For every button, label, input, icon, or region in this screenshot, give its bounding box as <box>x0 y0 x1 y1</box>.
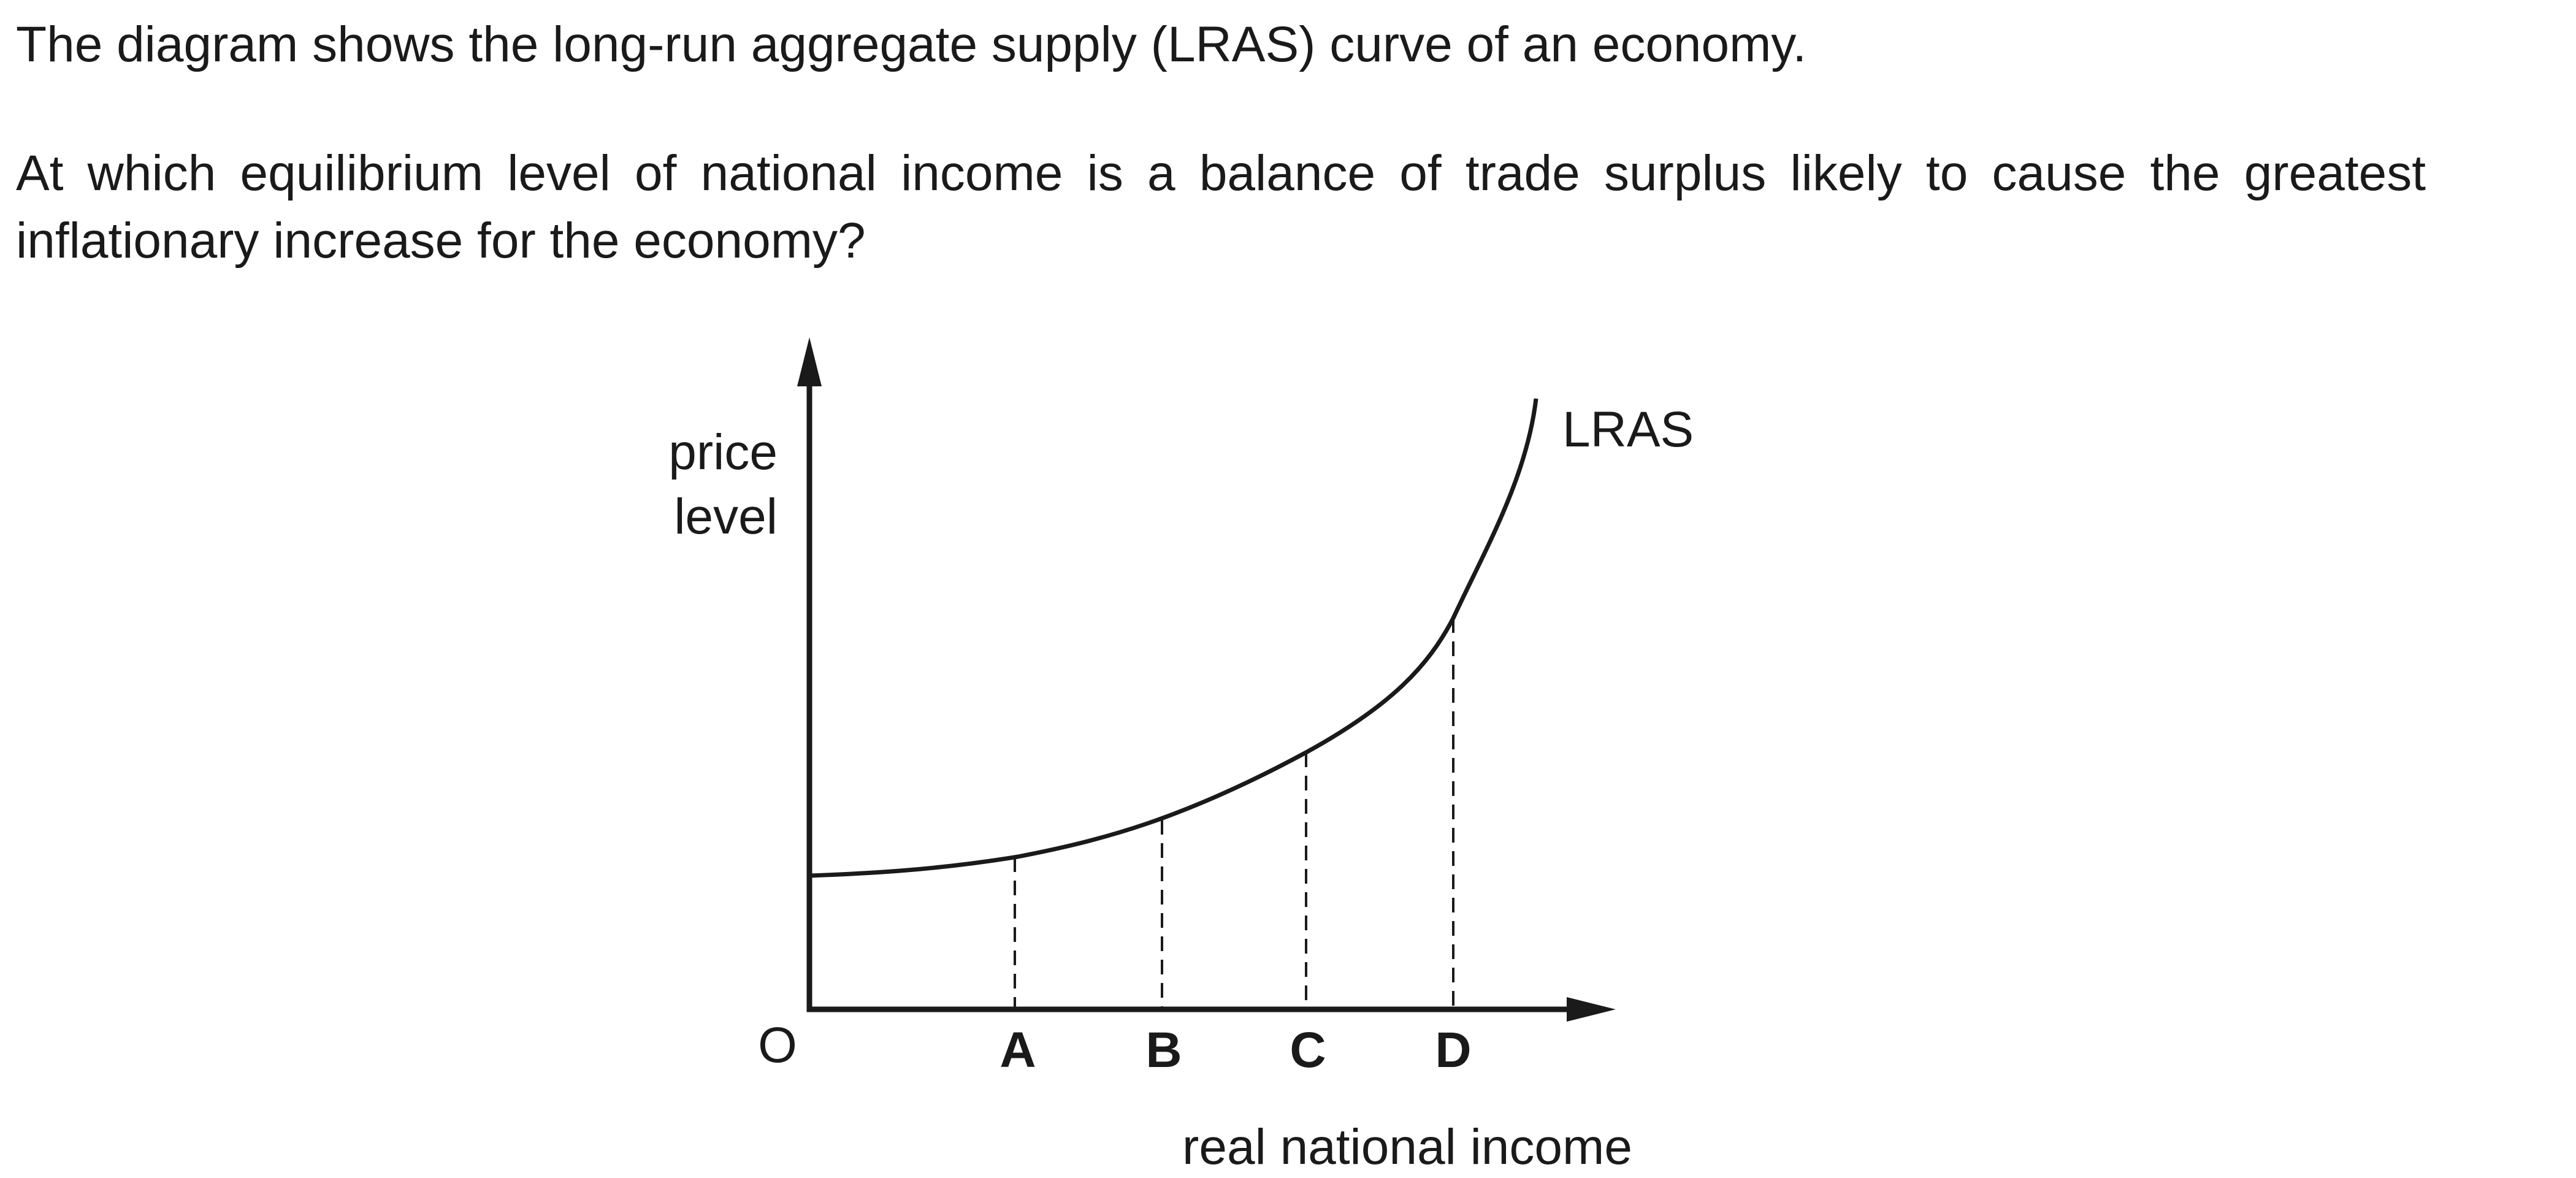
y-axis-label-line2: level <box>674 489 778 545</box>
point-label-d: D <box>1435 1022 1471 1078</box>
question-intro: The diagram shows the long-run aggregate… <box>16 17 1807 72</box>
lras-curve <box>809 398 1538 878</box>
origin-label: O <box>758 1017 797 1073</box>
x-axis-label: real national income <box>1182 1119 1632 1175</box>
x-axis-arrow <box>1567 997 1616 1022</box>
question-text: At which equilibrium level of national i… <box>16 145 2426 269</box>
point-label-c: C <box>1290 1022 1326 1078</box>
y-axis-label-line1: price <box>668 424 778 480</box>
point-label-b: B <box>1145 1022 1182 1078</box>
curve-label: LRAS <box>1562 402 1694 457</box>
point-label-a: A <box>999 1022 1036 1078</box>
y-axis-arrow <box>797 337 822 386</box>
